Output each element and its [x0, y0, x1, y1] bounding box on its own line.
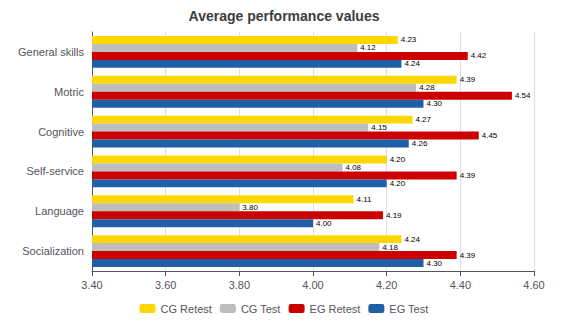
svg-text:Cognitive: Cognitive [38, 126, 84, 138]
svg-text:CG Retest: CG Retest [161, 303, 212, 315]
svg-text:4.26: 4.26 [412, 139, 428, 148]
svg-text:4.15: 4.15 [371, 123, 387, 132]
svg-text:4.20: 4.20 [390, 155, 406, 164]
svg-text:4.24: 4.24 [404, 235, 420, 244]
svg-text:4.12: 4.12 [360, 43, 376, 52]
svg-text:3.80: 3.80 [229, 279, 250, 291]
svg-text:4.11: 4.11 [357, 195, 373, 204]
svg-text:4.20: 4.20 [390, 179, 406, 188]
svg-text:4.24: 4.24 [404, 59, 420, 68]
svg-text:4.39: 4.39 [460, 171, 476, 180]
svg-text:Socialization: Socialization [22, 245, 84, 257]
svg-text:4.45: 4.45 [482, 131, 498, 140]
svg-text:4.20: 4.20 [376, 279, 397, 291]
svg-text:4.30: 4.30 [427, 259, 443, 268]
svg-text:EG Test: EG Test [389, 303, 428, 315]
svg-text:4.42: 4.42 [471, 51, 487, 60]
svg-text:4.08: 4.08 [345, 163, 361, 172]
svg-text:3.80: 3.80 [242, 203, 258, 212]
svg-text:4.30: 4.30 [427, 99, 443, 108]
svg-text:EG Retest: EG Retest [310, 303, 361, 315]
svg-text:Motric: Motric [54, 86, 84, 98]
svg-text:4.00: 4.00 [302, 279, 323, 291]
svg-text:4.00: 4.00 [316, 219, 332, 228]
svg-text:Average performance values: Average performance values [189, 8, 380, 24]
svg-text:4.28: 4.28 [419, 83, 435, 92]
svg-text:4.19: 4.19 [386, 211, 402, 220]
svg-text:4.54: 4.54 [515, 91, 531, 100]
svg-text:Self-service: Self-service [27, 165, 84, 177]
svg-text:General skills: General skills [18, 46, 85, 58]
svg-text:Language: Language [35, 205, 84, 217]
svg-text:4.23: 4.23 [401, 35, 417, 44]
svg-text:CG Test: CG Test [241, 303, 281, 315]
svg-text:4.60: 4.60 [523, 279, 544, 291]
svg-text:4.18: 4.18 [382, 243, 398, 252]
svg-text:4.39: 4.39 [460, 75, 476, 84]
svg-text:4.40: 4.40 [450, 279, 471, 291]
svg-text:4.39: 4.39 [460, 251, 476, 260]
svg-text:3.60: 3.60 [155, 279, 176, 291]
svg-text:4.27: 4.27 [415, 115, 431, 124]
svg-text:3.40: 3.40 [81, 279, 102, 291]
